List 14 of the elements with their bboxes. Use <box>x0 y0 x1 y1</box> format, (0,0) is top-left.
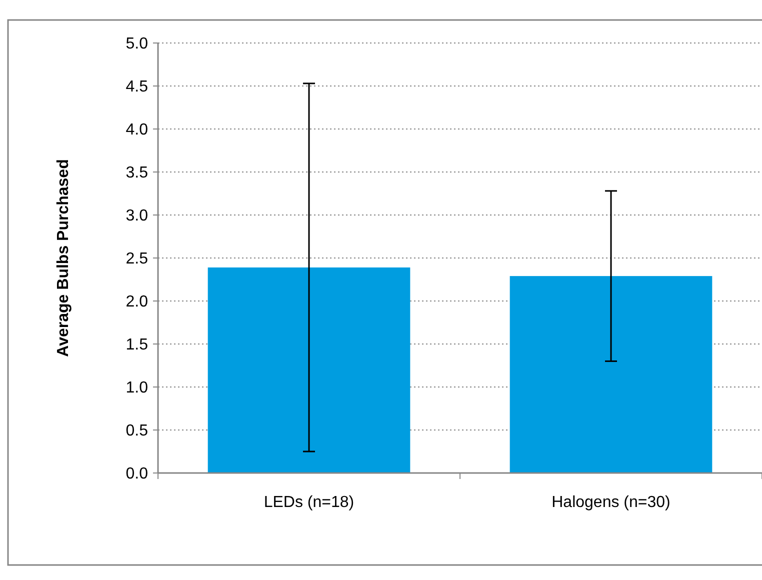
y-tick-label: 0.5 <box>126 422 148 440</box>
x-tick-label: LEDs (n=18) <box>264 494 354 511</box>
y-tick-label: 3.0 <box>126 208 148 225</box>
y-tick-label: 3.5 <box>126 164 148 182</box>
x-tick-label: Halogens (n=30) <box>552 494 670 511</box>
y-tick-label: 5.0 <box>126 36 148 53</box>
y-tick-label: 4.5 <box>126 78 148 96</box>
y-tick-label: 2.0 <box>126 294 148 311</box>
y-tick-label: 1.0 <box>126 380 148 397</box>
y-axis-title: Average Bulbs Purchased <box>55 159 72 357</box>
y-tick-label: 1.5 <box>126 336 148 354</box>
y-tick-label: 2.5 <box>126 250 148 268</box>
y-tick-label: 0.0 <box>126 466 148 483</box>
y-tick-label: 4.0 <box>126 122 148 139</box>
